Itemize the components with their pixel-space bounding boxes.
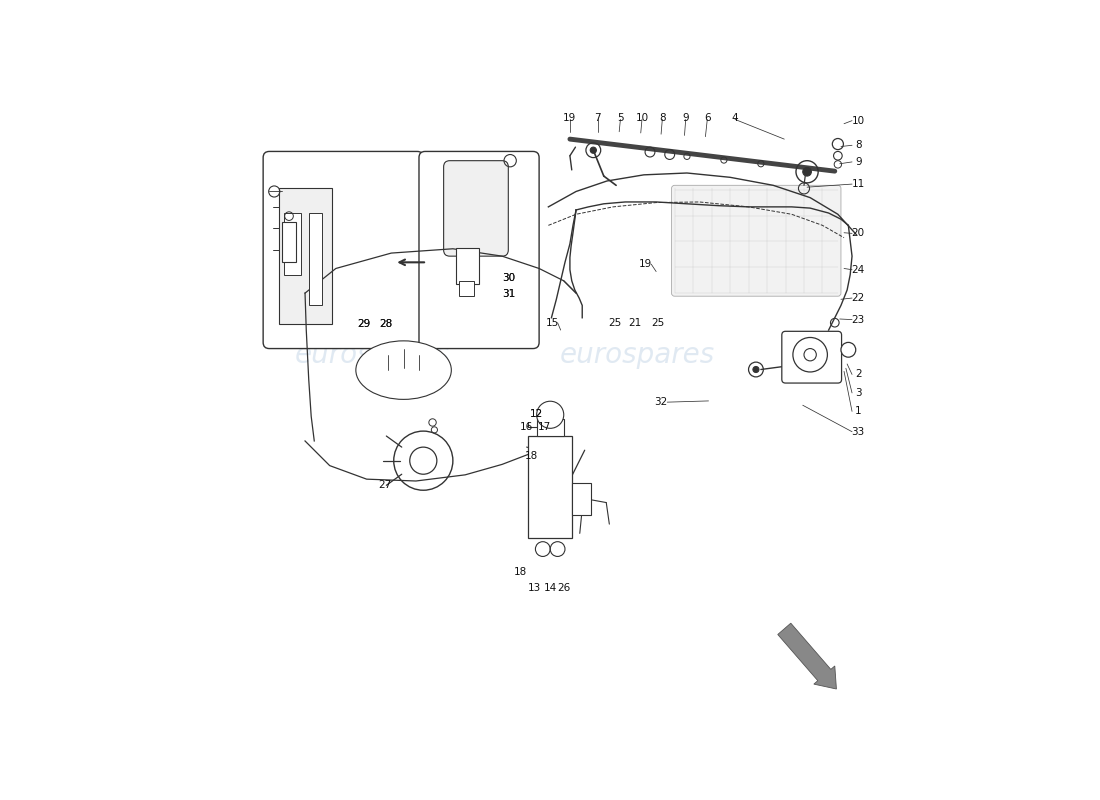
Text: 31: 31 [502, 290, 516, 299]
Circle shape [840, 342, 856, 357]
Circle shape [591, 147, 596, 154]
Text: 22: 22 [851, 293, 865, 303]
Text: 20: 20 [851, 228, 865, 238]
Bar [279, 189, 331, 324]
Text: 9: 9 [855, 157, 861, 167]
Bar [284, 213, 301, 274]
FancyBboxPatch shape [263, 151, 424, 349]
Text: 8: 8 [659, 113, 666, 122]
Text: 19: 19 [563, 113, 576, 122]
Text: 10: 10 [851, 116, 865, 126]
Text: 28: 28 [379, 319, 393, 329]
Bar [309, 213, 322, 306]
FancyBboxPatch shape [782, 331, 842, 383]
Bar [283, 222, 296, 262]
Circle shape [752, 366, 759, 373]
Circle shape [537, 402, 563, 428]
Text: 26: 26 [557, 582, 571, 593]
Bar [572, 483, 591, 515]
Bar [528, 436, 572, 538]
Text: 24: 24 [851, 265, 865, 274]
Text: 1: 1 [855, 406, 861, 416]
Text: 23: 23 [851, 314, 865, 325]
Text: 25: 25 [651, 318, 664, 328]
Text: 11: 11 [851, 179, 865, 189]
Ellipse shape [355, 341, 451, 399]
Circle shape [803, 167, 812, 176]
Text: 29: 29 [356, 319, 371, 329]
Text: 18: 18 [514, 566, 527, 577]
Text: 28: 28 [379, 319, 393, 329]
Text: eurospares: eurospares [295, 341, 450, 369]
Text: 19: 19 [639, 259, 652, 269]
Text: 18: 18 [525, 451, 538, 462]
FancyBboxPatch shape [419, 151, 539, 349]
Text: 16: 16 [520, 422, 534, 432]
Text: eurospares: eurospares [560, 341, 715, 369]
Text: 12: 12 [530, 410, 543, 419]
Text: 12: 12 [530, 410, 543, 419]
Text: 14: 14 [543, 582, 557, 593]
Text: 15: 15 [546, 318, 559, 328]
Text: 27: 27 [378, 480, 392, 490]
Text: 30: 30 [502, 273, 515, 282]
FancyBboxPatch shape [671, 186, 842, 296]
Text: 7: 7 [594, 113, 601, 122]
Text: 13: 13 [528, 582, 541, 593]
FancyBboxPatch shape [443, 161, 508, 256]
Text: 21: 21 [628, 318, 641, 328]
Text: 9: 9 [682, 113, 689, 122]
Text: 33: 33 [851, 426, 865, 437]
Text: 29: 29 [356, 319, 371, 329]
Text: 17: 17 [538, 422, 551, 432]
Bar [537, 419, 564, 436]
Text: 6: 6 [704, 113, 711, 122]
Bar [459, 281, 474, 296]
Text: 5: 5 [617, 113, 624, 122]
Text: 10: 10 [636, 113, 649, 122]
FancyArrow shape [778, 623, 836, 689]
Text: 31: 31 [502, 290, 516, 299]
Text: 25: 25 [608, 318, 622, 328]
Text: 3: 3 [855, 388, 861, 398]
Text: 30: 30 [502, 273, 515, 282]
Text: 32: 32 [654, 397, 668, 407]
Bar [455, 248, 480, 284]
Text: 4: 4 [732, 113, 738, 122]
Text: 8: 8 [855, 140, 861, 150]
Text: 2: 2 [855, 370, 861, 379]
